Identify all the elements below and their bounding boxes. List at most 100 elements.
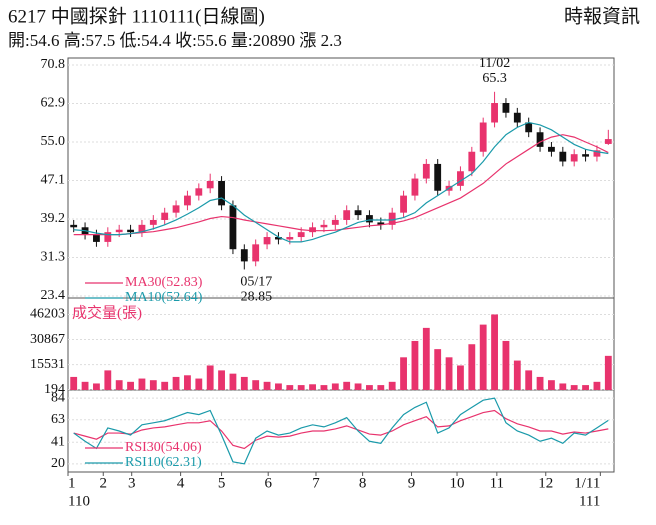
volume-bar bbox=[457, 365, 464, 390]
candle-body bbox=[275, 237, 282, 240]
candle-body bbox=[149, 219, 157, 225]
volume-bar bbox=[93, 383, 100, 390]
candle-body bbox=[172, 205, 180, 213]
volume-bar bbox=[172, 376, 180, 390]
candle-body bbox=[479, 122, 487, 152]
volume-bar bbox=[377, 385, 385, 390]
x-tick-label: 3 bbox=[128, 475, 136, 491]
volume-bar bbox=[252, 380, 260, 390]
y-tick-label: 46203 bbox=[30, 307, 65, 322]
candle-body bbox=[195, 188, 203, 196]
ohlc-summary: 開:54.6 高:57.5 低:54.4 收:55.6 量:20890 漲 2.… bbox=[8, 31, 342, 50]
volume-bar bbox=[502, 340, 510, 390]
x-tick-label: 6 bbox=[264, 475, 272, 491]
candle-body bbox=[604, 139, 612, 144]
volume-bar bbox=[525, 370, 533, 390]
candle-body bbox=[422, 163, 430, 179]
volume-bar bbox=[81, 381, 89, 390]
volume-bar bbox=[320, 385, 328, 390]
indicator-line bbox=[73, 397, 609, 465]
source: 時報資訊 bbox=[564, 5, 640, 27]
candle-body bbox=[468, 151, 476, 172]
candle-body bbox=[491, 103, 498, 123]
volume-bar bbox=[275, 383, 282, 390]
volume-bar bbox=[593, 381, 601, 390]
candle-body bbox=[536, 132, 544, 147]
candle-body bbox=[218, 180, 225, 206]
volume-bar bbox=[548, 380, 555, 390]
candle-body bbox=[354, 210, 362, 216]
y-tick-label: 39.2 bbox=[41, 211, 66, 226]
legend-label: RSI10(62.31) bbox=[125, 455, 202, 470]
volume-bar bbox=[127, 381, 134, 390]
y-tick-label: 47.1 bbox=[41, 173, 66, 188]
x-tick-label: 1 bbox=[68, 475, 76, 491]
x-tick-label: 9 bbox=[408, 475, 416, 491]
volume-bar bbox=[582, 385, 589, 390]
candle-body bbox=[161, 212, 169, 220]
y-tick-label: 15531 bbox=[30, 357, 65, 372]
price-panel bbox=[67, 57, 615, 299]
candle-body bbox=[127, 229, 134, 233]
candle-body bbox=[104, 232, 112, 242]
volume-bar bbox=[422, 327, 430, 390]
volume-bar bbox=[434, 349, 442, 390]
volume-bar bbox=[411, 340, 419, 390]
volume-bar bbox=[400, 357, 407, 390]
volume-bar bbox=[218, 370, 225, 390]
candle-body bbox=[411, 178, 419, 196]
indicator-line bbox=[73, 121, 609, 243]
volume-bar bbox=[297, 385, 305, 390]
candle-body bbox=[502, 103, 510, 113]
volume-bar bbox=[445, 357, 453, 390]
candle-body bbox=[309, 227, 316, 233]
y-tick-label: 20 bbox=[51, 456, 65, 471]
candle-body bbox=[559, 151, 567, 162]
candle-body bbox=[138, 224, 146, 233]
volume-bar bbox=[229, 373, 237, 390]
x-tick-label: 8 bbox=[359, 475, 367, 491]
candle-body bbox=[184, 195, 191, 206]
year-label: 110 bbox=[68, 493, 90, 509]
candle-body bbox=[570, 154, 578, 162]
volume-bar bbox=[491, 314, 498, 390]
candle-body bbox=[229, 205, 237, 250]
x-tick-label: 4 bbox=[177, 475, 185, 491]
legend-label: MA30(52.83) bbox=[125, 275, 203, 290]
candle-body bbox=[548, 146, 555, 152]
y-tick-label: 84 bbox=[51, 390, 65, 405]
candle-body bbox=[400, 195, 407, 213]
candle-body bbox=[525, 122, 533, 133]
volume-bar bbox=[240, 376, 248, 390]
y-tick-label: 23.4 bbox=[41, 288, 66, 303]
panel-title: 成交量(張) bbox=[72, 303, 142, 321]
candle-body bbox=[297, 232, 305, 238]
volume-bar bbox=[570, 385, 578, 390]
candle-body bbox=[582, 154, 589, 157]
candle-body bbox=[366, 215, 373, 223]
volume-bar bbox=[331, 383, 339, 390]
volume-bar bbox=[513, 360, 521, 390]
y-tick-label: 31.3 bbox=[41, 250, 66, 265]
candle-body bbox=[263, 237, 271, 245]
chart-title: 6217 中國探針 1110111(日線圖) bbox=[8, 5, 265, 27]
x-tick-label: 1/11 bbox=[574, 475, 600, 491]
candle-body bbox=[320, 224, 328, 228]
candle-body bbox=[93, 234, 100, 242]
y-tick-label: 62.9 bbox=[41, 96, 66, 111]
candle-body bbox=[240, 249, 248, 262]
y-tick-label: 63 bbox=[51, 412, 65, 427]
indicator-line bbox=[73, 409, 609, 450]
candle-body bbox=[434, 163, 442, 191]
volume-bar bbox=[70, 376, 78, 390]
x-tick-label: 11 bbox=[490, 475, 504, 491]
y-tick-label: 41 bbox=[51, 435, 65, 450]
candle-body bbox=[388, 212, 396, 225]
candle-body bbox=[593, 150, 601, 157]
indicator-line bbox=[73, 134, 609, 236]
y-tick-label: 30867 bbox=[30, 332, 65, 347]
x-tick-label: 10 bbox=[450, 475, 465, 491]
candle-body bbox=[206, 180, 214, 189]
y-tick-label: 194 bbox=[44, 382, 65, 397]
